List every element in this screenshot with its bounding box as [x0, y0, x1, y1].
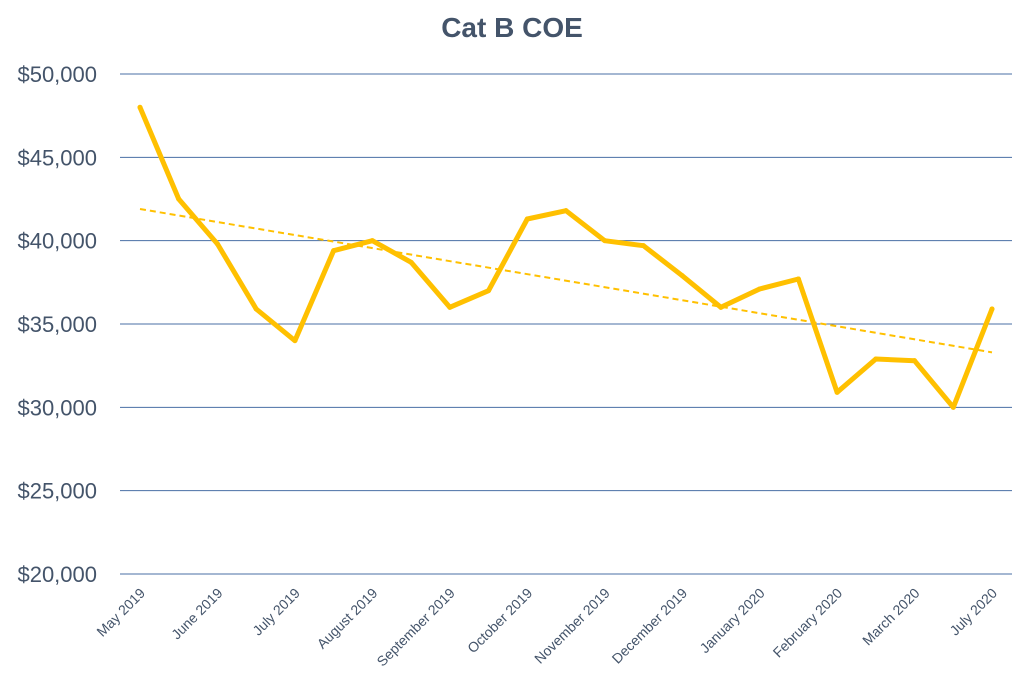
- x-tick-label: August 2019: [314, 585, 381, 652]
- data-point: [214, 241, 220, 247]
- x-tick-label: July 2019: [249, 585, 303, 639]
- y-tick-label: $20,000: [17, 562, 97, 587]
- y-tick-label: $45,000: [17, 145, 97, 170]
- data-point: [447, 304, 453, 310]
- data-point: [718, 304, 724, 310]
- y-tick-label: $30,000: [17, 395, 97, 420]
- data-point: [679, 273, 685, 279]
- data-point: [950, 404, 956, 410]
- data-point: [989, 306, 995, 312]
- data-point: [795, 276, 801, 282]
- data-point: [640, 243, 646, 249]
- data-point: [369, 238, 375, 244]
- x-tick-label: May 2019: [93, 585, 148, 640]
- y-tick-label: $35,000: [17, 312, 97, 337]
- y-tick-label: $50,000: [17, 62, 97, 87]
- data-point: [331, 248, 337, 254]
- trendline-group: [139, 208, 993, 354]
- x-tick-label: November 2019: [531, 585, 613, 667]
- y-axis-ticks: $20,000 $25,000 $30,000 $35,000 $40,000 $45,0…: [17, 62, 97, 587]
- data-point: [137, 104, 143, 110]
- series-group: [137, 104, 995, 410]
- x-tick-label: September 2019: [373, 585, 458, 670]
- data-point: [873, 356, 879, 362]
- data-point: [834, 389, 840, 395]
- data-point: [563, 208, 569, 214]
- data-point: [757, 286, 763, 292]
- trendline: [139, 208, 993, 354]
- x-tick-label: February 2020: [770, 585, 846, 661]
- data-point: [408, 259, 414, 265]
- data-point: [292, 338, 298, 344]
- x-tick-label: June 2019: [168, 585, 226, 643]
- x-axis-ticks: May 2019 June 2019 July 2019 August 2019Sep…: [93, 585, 1000, 670]
- x-tick-label: January 2020: [696, 585, 767, 656]
- gridlines: [120, 73, 1012, 575]
- data-point: [912, 358, 918, 364]
- data-point: [176, 196, 182, 202]
- chart-title: Cat B COE: [441, 12, 583, 43]
- x-tick-label: October 2019: [464, 585, 535, 656]
- data-point: [486, 288, 492, 294]
- series-line: [137, 104, 995, 410]
- x-tick-label: December 2019: [609, 585, 691, 667]
- x-tick-label: July 2020: [946, 585, 1000, 639]
- data-point: [253, 306, 259, 312]
- data-point: [524, 216, 530, 222]
- x-tick-label: March 2020: [859, 585, 923, 649]
- data-point: [602, 238, 608, 244]
- y-tick-label: $40,000: [17, 229, 97, 254]
- y-tick-label: $25,000: [17, 479, 97, 504]
